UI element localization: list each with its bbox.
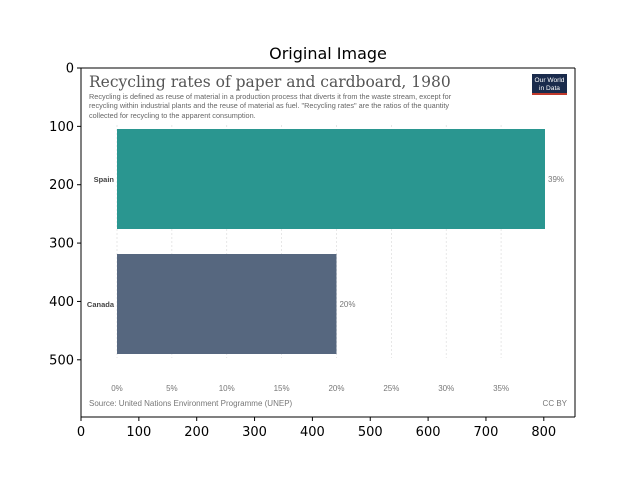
category-label: Spain (94, 175, 115, 184)
percent-tick-label: 15% (274, 384, 290, 393)
x-tick-label: 0 (77, 425, 85, 440)
percent-tick-label: 35% (493, 384, 509, 393)
subtitle-line-3: collected for recycling to the apparent … (89, 111, 256, 120)
percent-tick-label: 10% (219, 384, 235, 393)
y-tick-label: 0 (66, 62, 74, 77)
percent-tick-label: 25% (383, 384, 399, 393)
bar-spain (117, 129, 545, 229)
x-tick-label: 300 (242, 425, 267, 440)
x-tick-label: 400 (300, 425, 325, 440)
y-tick-label: 400 (49, 295, 74, 310)
axes-frame (80, 67, 576, 418)
x-tick-label: 500 (358, 425, 383, 440)
value-label: 20% (339, 300, 355, 309)
y-tick-label: 300 (49, 237, 74, 252)
image-area (81, 68, 575, 417)
figure-title: Original Image (269, 44, 387, 63)
y-tick-label: 200 (49, 178, 74, 193)
gridlines (116, 125, 502, 358)
chart-title: Recycling rates of paper and cardboard, … (89, 73, 451, 91)
logo-background (532, 74, 567, 94)
category-label: Canada (87, 300, 115, 309)
logo-line-2: in Data (539, 85, 560, 92)
logo-line-1: Our World (535, 77, 565, 84)
license-note: CC BY (543, 399, 568, 408)
x-tick-label: 800 (531, 425, 556, 440)
value-labels: 39% 20% (339, 175, 564, 309)
x-tick-label: 100 (126, 425, 151, 440)
logo-accent-bar (532, 93, 567, 95)
x-tick-label: 700 (474, 425, 499, 440)
x-axis: 0 100 200 300 400 500 600 700 800 (77, 417, 556, 440)
y-axis: 0 100 200 300 400 500 (49, 62, 81, 368)
owid-logo: Our World in Data (532, 74, 567, 95)
value-label: 39% (548, 175, 564, 184)
percent-tick-label: 30% (438, 384, 454, 393)
subtitle-line-1: Recycling is defined as reuse of materia… (89, 92, 452, 101)
bar-canada (117, 254, 337, 354)
bars (117, 129, 545, 354)
y-tick-label: 100 (49, 120, 74, 135)
source-note: Source: United Nations Environment Progr… (89, 399, 293, 408)
subtitle-line-2: recycling within industrial plants and t… (89, 101, 449, 110)
x-tick-label: 200 (184, 425, 209, 440)
percent-tick-labels: 0% 5% 10% 15% 20% 25% 30% 35% (111, 384, 509, 393)
category-labels: Spain Canada (87, 175, 115, 309)
percent-tick-label: 20% (328, 384, 344, 393)
y-tick-label: 500 (49, 353, 74, 368)
percent-tick-label: 5% (166, 384, 178, 393)
x-tick-label: 600 (416, 425, 441, 440)
percent-tick-label: 0% (111, 384, 123, 393)
owid-chart: Recycling rates of paper and cardboard, … (87, 73, 568, 408)
